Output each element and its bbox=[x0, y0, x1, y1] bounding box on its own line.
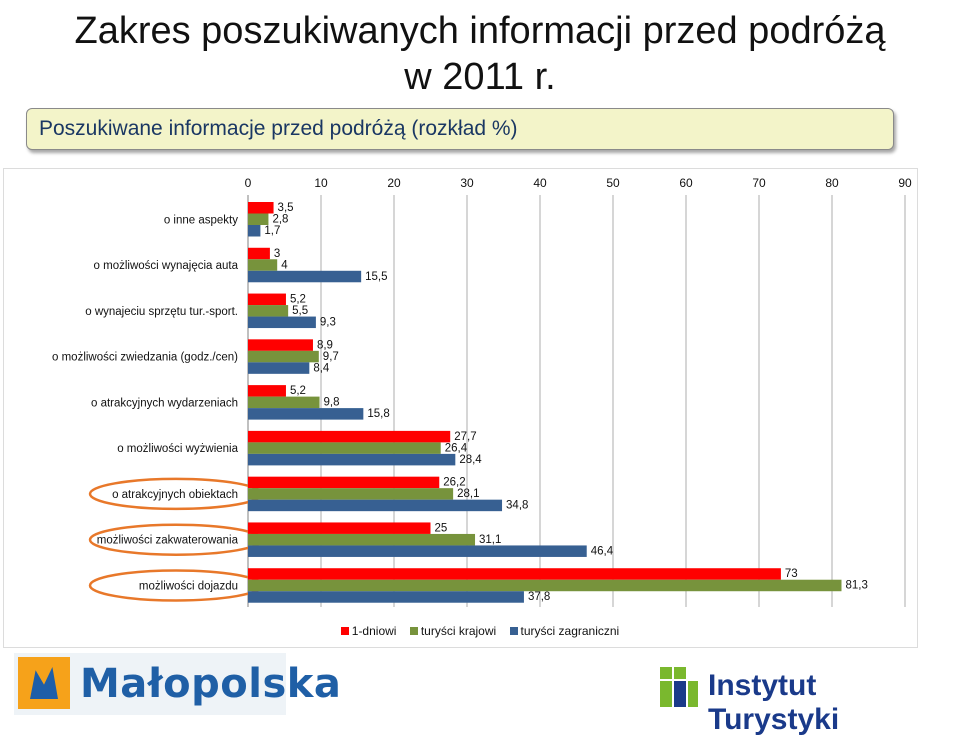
data-label: 8,4 bbox=[313, 362, 330, 374]
bar bbox=[248, 362, 310, 374]
x-tick-label: 30 bbox=[460, 176, 474, 190]
data-label: 26,4 bbox=[445, 442, 468, 454]
data-label: 25 bbox=[435, 522, 448, 534]
category-label: możliwości zakwaterowania bbox=[97, 535, 239, 547]
data-label: 81,3 bbox=[845, 580, 867, 592]
page-title: Zakres poszukiwanych informacji przed po… bbox=[0, 8, 960, 100]
bar bbox=[248, 213, 269, 225]
data-label: 15,5 bbox=[365, 271, 387, 283]
category-label: o możliwości wynajęcia auta bbox=[94, 260, 239, 272]
bar bbox=[248, 385, 286, 397]
bar bbox=[248, 453, 456, 466]
category-label: o inne aspekty bbox=[164, 214, 238, 226]
category-label: o możliwości zwiedzania (godz./cen) bbox=[52, 352, 238, 364]
malopolska-logo-text: Małopolska bbox=[80, 661, 342, 707]
chart-subtitle-box: Poszukiwane informacje przed podróżą (ro… bbox=[26, 108, 894, 150]
instytut-turystyki-mark-icon bbox=[660, 667, 698, 707]
chart-frame bbox=[3, 168, 918, 648]
data-label: 3 bbox=[274, 248, 280, 260]
data-label: 9,3 bbox=[320, 317, 336, 329]
bar bbox=[248, 488, 454, 500]
bar bbox=[248, 350, 319, 363]
data-label: 28,1 bbox=[457, 488, 479, 500]
legend-item-1dniowi: 1-dniowi bbox=[340, 624, 397, 638]
data-label: 37,8 bbox=[528, 591, 550, 603]
data-label: 4 bbox=[281, 259, 288, 271]
title-line-1: Zakres poszukiwanych informacji przed po… bbox=[74, 10, 886, 52]
instytut-turystyki-logo-text: Instytut Turystyki bbox=[708, 669, 840, 736]
category-label: o możliwości wyżwienia bbox=[117, 443, 238, 455]
chart-legend: 1-dniowi turyści krajowi turyści zagrani… bbox=[0, 624, 960, 638]
legend-swatch-green bbox=[409, 627, 418, 635]
category-label: możliwości dojazdu bbox=[139, 580, 238, 592]
bar bbox=[248, 202, 274, 214]
bar bbox=[248, 568, 781, 580]
bar bbox=[248, 225, 261, 237]
bar bbox=[248, 259, 278, 271]
data-label: 2,8 bbox=[272, 214, 288, 226]
data-label: 8,9 bbox=[317, 339, 333, 351]
bar bbox=[248, 305, 289, 317]
x-tick-label: 60 bbox=[679, 176, 693, 190]
data-label: 31,1 bbox=[479, 534, 501, 546]
chart-subtitle: Poszukiwane informacje przed podróżą (ro… bbox=[39, 117, 518, 140]
data-label: 28,4 bbox=[459, 454, 482, 466]
legend-label: turyści zagraniczni bbox=[520, 624, 620, 638]
data-label: 1,7 bbox=[264, 225, 280, 237]
data-label: 73 bbox=[785, 568, 798, 580]
bar bbox=[248, 591, 524, 603]
legend-swatch-red bbox=[340, 627, 349, 635]
bar bbox=[248, 522, 431, 534]
data-label: 27,7 bbox=[454, 431, 476, 443]
bar bbox=[248, 579, 842, 592]
legend-label: turyści krajowi bbox=[420, 624, 497, 638]
category-label: o atrakcyjnych obiektach bbox=[112, 489, 238, 501]
bar bbox=[248, 408, 364, 420]
bar bbox=[248, 396, 320, 409]
data-label: 5,2 bbox=[290, 385, 306, 397]
legend-label: 1-dniowi bbox=[351, 624, 397, 638]
bar bbox=[248, 545, 587, 557]
data-label: 15,8 bbox=[367, 408, 389, 420]
bar bbox=[248, 533, 476, 546]
category-label: o wynajeciu sprzętu tur.-sport. bbox=[85, 306, 238, 318]
bar bbox=[248, 476, 440, 489]
x-tick-label: 0 bbox=[245, 176, 252, 190]
data-label: 5,5 bbox=[292, 305, 308, 317]
bar bbox=[248, 247, 270, 260]
data-label: 46,4 bbox=[591, 545, 614, 557]
category-label: o atrakcyjnych wydarzeniach bbox=[91, 397, 238, 409]
bar bbox=[248, 339, 313, 351]
title-line-2: w 2011 r. bbox=[404, 56, 556, 98]
bar-chart: 0 10 20 30 40 50 60 70 80 90o inne aspekty3,52,81… bbox=[52, 176, 912, 607]
x-tick-label: 80 bbox=[825, 176, 839, 190]
bar bbox=[248, 430, 451, 443]
data-label: 9,7 bbox=[323, 351, 339, 363]
legend-item-krajowi: turyści krajowi bbox=[409, 624, 497, 638]
x-tick-label: 40 bbox=[533, 176, 547, 190]
instytut-turystyki-logo: Instytut Turystyki bbox=[660, 665, 950, 736]
legend-item-zagraniczni: turyści zagraniczni bbox=[509, 624, 620, 638]
x-tick-label: 70 bbox=[752, 176, 766, 190]
bar bbox=[248, 499, 503, 512]
bar bbox=[248, 316, 316, 329]
bar bbox=[248, 293, 286, 306]
bar bbox=[248, 270, 362, 283]
bar bbox=[248, 442, 441, 454]
x-tick-label: 50 bbox=[606, 176, 620, 190]
data-label: 5,2 bbox=[290, 294, 306, 306]
malopolska-logo: Małopolska bbox=[14, 653, 341, 715]
x-tick-label: 90 bbox=[898, 176, 912, 190]
malopolska-mark-icon bbox=[18, 657, 70, 709]
x-tick-label: 20 bbox=[387, 176, 401, 190]
data-label: 9,8 bbox=[324, 397, 340, 409]
data-label: 34,8 bbox=[506, 500, 528, 512]
x-tick-label: 10 bbox=[314, 176, 328, 190]
legend-swatch-blue bbox=[509, 627, 518, 635]
data-label: 26,2 bbox=[443, 477, 465, 489]
data-label: 3,5 bbox=[278, 202, 294, 214]
